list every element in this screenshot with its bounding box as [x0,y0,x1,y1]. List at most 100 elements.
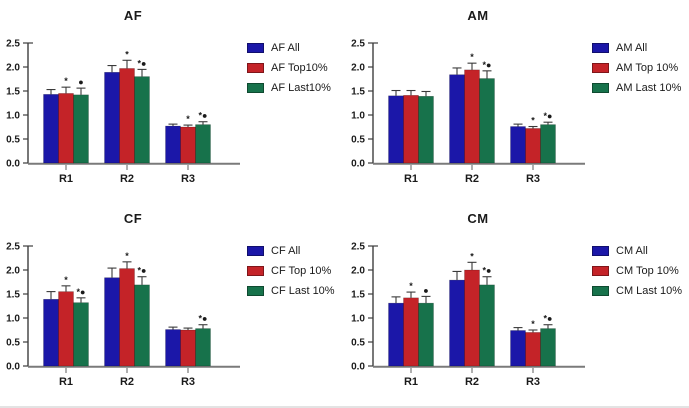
legend-swatch-red-icon [592,266,609,276]
x-tick-label: R1 [59,173,73,185]
bar [119,268,135,367]
x-tick-label: R2 [120,376,134,388]
bar [165,125,181,164]
legend-item: AM Top 10% [592,58,681,78]
legend-item: CM Top 10% [592,261,682,281]
y-tick-label: 0.5 [6,135,20,146]
significance-marker: *● [544,314,553,324]
y-tick-label: 2.0 [6,63,20,74]
bar [119,68,135,164]
chart-title: AF [123,8,143,23]
legend-label: AF Last10% [271,82,331,94]
y-tick-label: 1.0 [6,111,20,122]
chart-title: CM [467,211,489,226]
significance-marker: * [64,275,68,285]
legend-label: CM Last 10% [616,285,683,297]
y-tick-label: 1.5 [351,87,365,98]
x-tick-label: R2 [120,173,134,185]
legend-label: CF All [271,245,301,257]
bar-chart-cm: 0.00.51.01.52.02.5R1 R2 R3***●*●*● [351,242,585,388]
legend: CF All CF Top 10% CF Last 10% [247,241,335,301]
bar [195,328,211,367]
x-tick-label: R3 [181,376,195,388]
y-tick-label: 0.0 [6,362,20,373]
significance-marker: * [125,49,129,59]
significance-marker: *● [483,60,492,70]
legend-label: AM Top 10% [616,62,679,74]
bar [540,124,556,164]
legend-swatch-red-icon [247,63,264,73]
y-tick-label: 0.0 [351,159,365,170]
y-tick-label: 0.0 [6,159,20,170]
legend: AF All AF Top10% AF Last10% [247,38,331,98]
bar [104,71,120,164]
significance-marker: * [531,319,535,329]
legend-swatch-green-icon [592,83,609,93]
legend: AM All AM Top 10% AM Last 10% [592,38,681,98]
legend-swatch-blue-icon [592,246,609,256]
legend-item: CF All [247,241,335,261]
bar [58,291,74,367]
bar [510,330,526,367]
bar [43,298,59,367]
legend-item: CF Top 10% [247,261,335,281]
significance-marker: * [409,281,413,291]
bar [134,76,150,164]
bar-chart-am: 0.0 0.5 1.0 1.5 2.0 2.5 R1 R2 R3 * * *● *● [351,39,585,185]
chart-panel-cf: CF 0.0 0.5 1.0 1.5 2.0 2.5 R1 R2 R3 * * *● *● *● CF A… [0,203,344,406]
chart-panel-cm: CM 0.0 0.5 1.0 1.5 2.0 2.5 R1 R2 R3 * * * ● *● *● CM A… [345,203,689,406]
y-tick-label: 1.5 [6,87,20,98]
y-tick-label: 1.0 [351,314,365,325]
y-tick-label: 2.5 [6,242,20,253]
y-tick-label: 2.0 [351,266,365,277]
significance-marker: * [186,114,190,124]
bar [464,69,480,164]
significance-marker: ● [423,285,428,295]
legend-item: AM Last 10% [592,78,681,98]
x-tick-label: R1 [404,376,418,388]
legend-swatch-red-icon [247,266,264,276]
bar [464,269,480,367]
bar [73,302,89,367]
y-tick-label: 0.5 [351,135,365,146]
legend-swatch-red-icon [592,63,609,73]
significance-marker: * [470,52,474,62]
significance-marker: * [64,76,68,86]
y-tick-label: 0.5 [351,338,365,349]
significance-marker: * [470,251,474,261]
significance-marker: * [125,251,129,261]
legend-label: CM Top 10% [616,265,679,277]
bar [403,297,419,367]
legend-item: AF Top10% [247,58,331,78]
bar [134,284,150,367]
chart-panel-af: AF 0.0 0.5 1.0 1.5 2.0 2.5 R1 R2 R3 * * * ● *● *● AF A… [0,0,344,203]
y-tick-label: 1.0 [351,111,365,122]
bar [418,302,434,367]
legend-label: AM Last 10% [616,82,682,94]
chart-title: AM [467,8,489,23]
bar [449,74,465,164]
significance-marker: *● [138,266,147,276]
legend-item: AF Last10% [247,78,331,98]
legend-label: CF Top 10% [271,265,332,277]
significance-marker: *● [544,111,553,121]
legend-item: CM All [592,241,682,261]
bar [58,93,74,164]
legend-swatch-blue-icon [247,43,264,53]
x-tick-label: R1 [59,376,73,388]
legend-swatch-green-icon [247,286,264,296]
bar [525,332,541,367]
legend-label: AF All [271,42,300,54]
y-tick-label: 1.5 [6,290,20,301]
legend-item: AM All [592,38,681,58]
bar [104,277,120,367]
legend-item: AF All [247,38,331,58]
bar [449,279,465,367]
legend-swatch-blue-icon [592,43,609,53]
significance-marker: *● [199,314,208,324]
x-tick-label: R2 [465,376,479,388]
x-tick-label: R3 [526,376,540,388]
significance-marker: ● [78,77,83,87]
bar [525,128,541,164]
bar [180,329,196,367]
